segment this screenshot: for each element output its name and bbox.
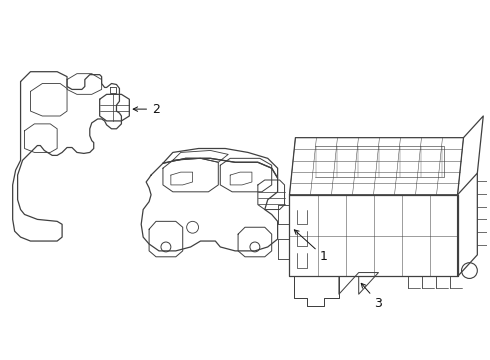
Text: 3: 3 <box>361 283 382 310</box>
Text: 2: 2 <box>133 103 160 116</box>
Text: 1: 1 <box>294 230 328 263</box>
